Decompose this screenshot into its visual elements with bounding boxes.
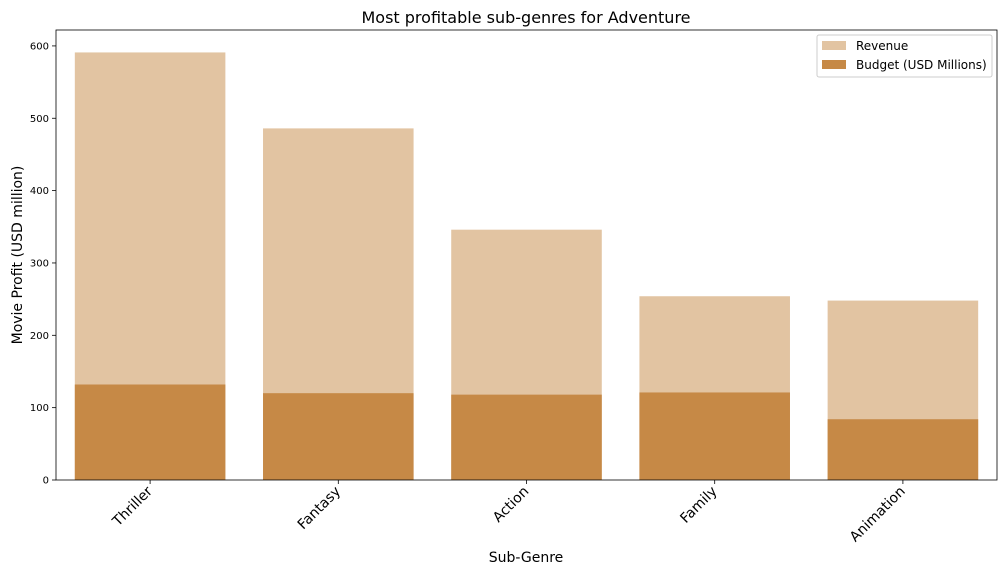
y-axis: 0 100 200 300 400 500 600 <box>30 41 56 487</box>
y-tick-label: 600 <box>30 41 49 52</box>
y-axis-title: Movie Profit (USD million) <box>10 166 26 345</box>
x-tick-label-action: Action <box>490 484 532 526</box>
x-tick-label-animation: Animation <box>847 484 909 546</box>
y-tick-label: 500 <box>30 114 49 125</box>
legend: Revenue Budget (USD Millions) <box>816 34 993 78</box>
chart-title: Most profitable sub-genres for Adventure <box>361 8 690 27</box>
legend-swatch-revenue <box>822 41 846 50</box>
y-tick-label: 400 <box>30 186 49 197</box>
y-tick-label: 100 <box>30 403 49 414</box>
bar-budget-action <box>451 394 602 480</box>
bar-budget-fantasy <box>263 393 414 480</box>
bars-layer <box>74 52 979 481</box>
legend-label-budget: Budget (USD Millions) <box>856 58 987 72</box>
bar-budget-family <box>639 392 790 480</box>
x-tick-label-thriller: Thriller <box>109 483 156 530</box>
legend-swatch-budget <box>822 60 846 69</box>
y-tick-label: 300 <box>30 258 49 269</box>
x-tick-label-family: Family <box>677 484 720 527</box>
legend-label-revenue: Revenue <box>856 39 908 53</box>
y-tick-label: 0 <box>43 476 49 487</box>
bar-budget-animation <box>827 419 979 480</box>
x-tick-label-fantasy: Fantasy <box>295 484 344 533</box>
x-axis: Thriller Fantasy Action Family Animation <box>109 480 909 545</box>
legend-box <box>816 34 993 78</box>
bar-budget-thriller <box>74 384 226 480</box>
y-tick-label: 200 <box>30 331 49 342</box>
x-axis-title: Sub-Genre <box>489 550 564 566</box>
